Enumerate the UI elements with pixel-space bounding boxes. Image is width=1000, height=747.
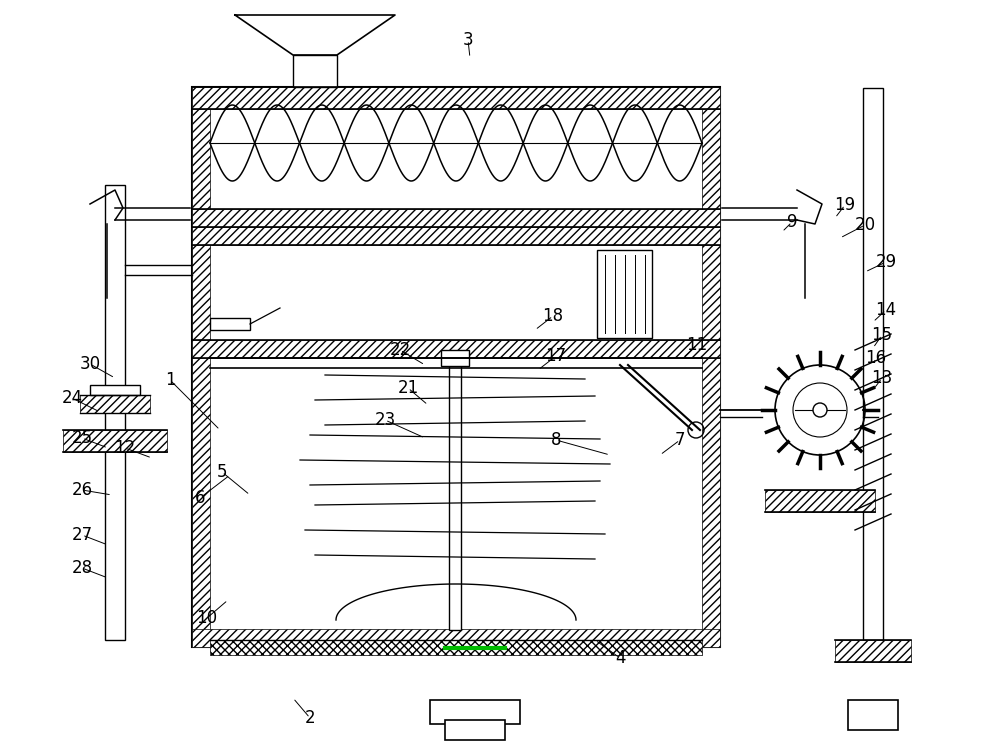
Text: 10: 10 bbox=[196, 609, 218, 627]
Text: 27: 27 bbox=[71, 526, 93, 544]
Text: 5: 5 bbox=[217, 463, 227, 481]
Bar bbox=[863, 88, 883, 640]
Text: 19: 19 bbox=[834, 196, 856, 214]
Text: 15: 15 bbox=[871, 326, 893, 344]
Text: 30: 30 bbox=[79, 355, 101, 373]
Bar bbox=[848, 700, 898, 730]
Bar bbox=[80, 395, 150, 413]
Text: 1: 1 bbox=[165, 371, 175, 389]
Text: 7: 7 bbox=[675, 431, 685, 449]
Text: 29: 29 bbox=[875, 253, 897, 271]
Text: 23: 23 bbox=[374, 411, 396, 429]
Bar bbox=[445, 720, 505, 740]
Bar bbox=[192, 87, 720, 647]
Bar bbox=[210, 318, 250, 330]
Bar bbox=[105, 185, 125, 640]
Text: 28: 28 bbox=[71, 559, 93, 577]
Text: 11: 11 bbox=[686, 336, 708, 354]
Bar bbox=[293, 55, 337, 87]
Text: 20: 20 bbox=[854, 216, 876, 234]
Bar bbox=[210, 87, 702, 209]
Bar bbox=[835, 640, 911, 662]
Bar bbox=[90, 385, 140, 395]
Text: 8: 8 bbox=[551, 431, 561, 449]
Bar bbox=[210, 640, 702, 655]
Bar bbox=[192, 227, 720, 245]
Bar bbox=[192, 209, 720, 227]
Bar bbox=[765, 490, 875, 512]
Text: 26: 26 bbox=[71, 481, 93, 499]
Text: 3: 3 bbox=[463, 31, 473, 49]
Text: 24: 24 bbox=[61, 389, 83, 407]
Text: 17: 17 bbox=[545, 347, 567, 365]
Bar bbox=[702, 87, 720, 647]
Bar bbox=[192, 340, 720, 358]
Text: 16: 16 bbox=[865, 349, 887, 367]
Bar bbox=[449, 358, 461, 630]
Text: 13: 13 bbox=[871, 369, 893, 387]
Text: 21: 21 bbox=[397, 379, 419, 397]
Text: 22: 22 bbox=[389, 341, 411, 359]
Text: 14: 14 bbox=[875, 301, 897, 319]
Bar bbox=[597, 250, 652, 338]
Bar bbox=[192, 87, 210, 647]
Text: 4: 4 bbox=[615, 649, 625, 667]
Bar bbox=[441, 350, 469, 366]
Circle shape bbox=[813, 403, 827, 417]
Text: 18: 18 bbox=[542, 307, 564, 325]
Text: 2: 2 bbox=[305, 709, 315, 727]
Text: 9: 9 bbox=[787, 213, 797, 231]
Bar bbox=[63, 430, 167, 452]
Bar bbox=[430, 700, 520, 724]
Bar bbox=[192, 87, 720, 109]
Bar bbox=[599, 252, 650, 336]
Text: 25: 25 bbox=[71, 429, 93, 447]
Text: 12: 12 bbox=[114, 439, 136, 457]
Text: 6: 6 bbox=[195, 489, 205, 507]
Bar bbox=[192, 629, 720, 647]
